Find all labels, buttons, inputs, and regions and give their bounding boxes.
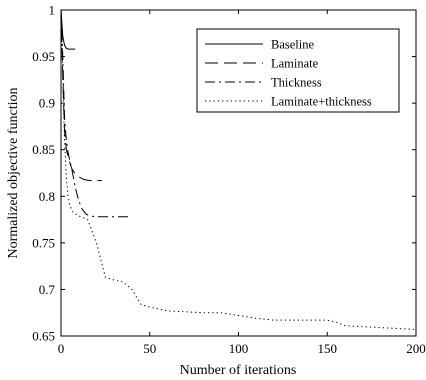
x-tick-label: 150 bbox=[318, 341, 338, 356]
y-tick-label: 0.75 bbox=[32, 235, 55, 250]
y-tick-label: 0.8 bbox=[39, 189, 55, 204]
axis-ticks: 0 50 100 150 200 0.65 0.7 0.75 0.8 0.85 0.9 0.95 1 bbox=[32, 3, 426, 357]
legend-entry: Laminate bbox=[271, 57, 319, 71]
x-tick-label: 0 bbox=[58, 341, 65, 356]
x-tick-label: 50 bbox=[143, 341, 156, 356]
y-tick-label: 0.85 bbox=[32, 142, 55, 157]
series-layer bbox=[60, 9, 417, 330]
x-axis-label: Number of iterations bbox=[180, 363, 297, 378]
x-tick-label: 200 bbox=[406, 341, 426, 356]
x-tick-label: 100 bbox=[229, 341, 249, 356]
y-tick-label: 0.95 bbox=[32, 49, 55, 64]
y-tick-label: 0.9 bbox=[39, 96, 55, 111]
series-line-thickness bbox=[60, 9, 132, 218]
legend-entry: Laminate+thickness bbox=[271, 95, 372, 109]
legend-entry: Baseline bbox=[271, 38, 314, 52]
y-axis-label: Normalized objective function bbox=[6, 87, 21, 258]
legend-entry: Thickness bbox=[271, 76, 322, 90]
y-tick-label: 0.7 bbox=[39, 282, 56, 297]
y-tick-label: 1 bbox=[49, 3, 56, 18]
legend: Baseline Laminate Thickness Laminate+thickn… bbox=[196, 28, 400, 113]
legend-box bbox=[196, 28, 400, 113]
series-line-baseline bbox=[60, 9, 76, 50]
y-tick-label: 0.65 bbox=[32, 329, 55, 344]
